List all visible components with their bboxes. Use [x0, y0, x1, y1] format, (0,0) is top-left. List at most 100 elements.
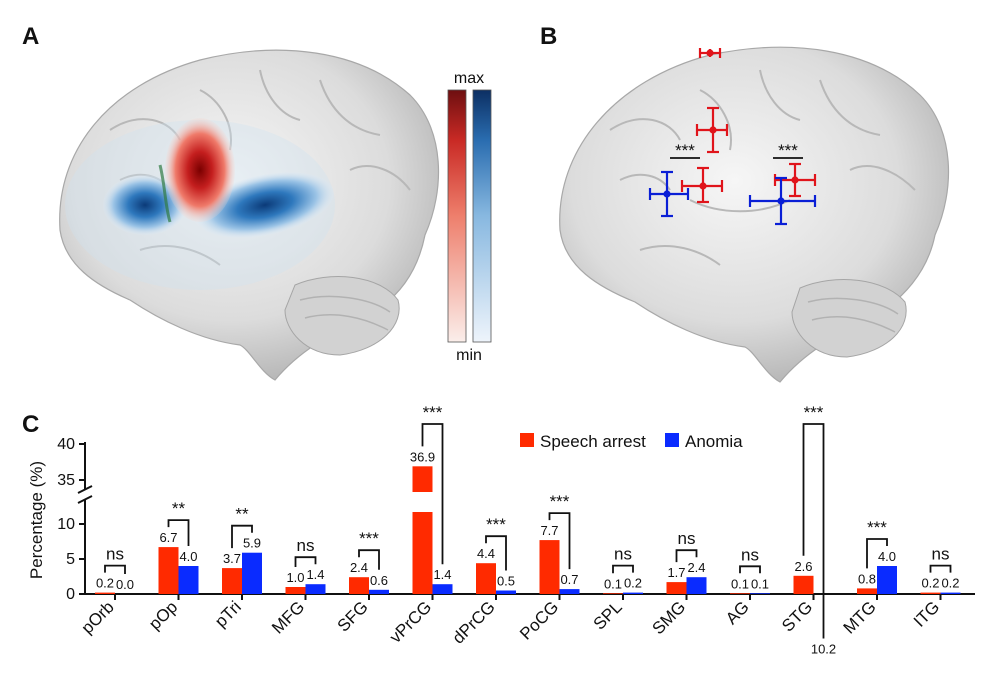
significance-label: *** [550, 492, 570, 511]
marker-red-frontal [680, 166, 724, 204]
bar-anomia [369, 589, 389, 594]
y-axis-label: Percentage (%) [27, 461, 46, 579]
panel-b-markers: *** *** [648, 48, 817, 226]
legend-swatch-speech-arrest [520, 433, 534, 447]
category-label: SMG [649, 597, 690, 638]
category-label: dPrCG [449, 597, 499, 647]
y-tick-label: 5 [66, 551, 75, 568]
colorbar-red [447, 89, 467, 343]
bar-speech-arrest [920, 592, 941, 594]
significance-bracket [421, 423, 444, 565]
significance-label: ns [614, 545, 632, 564]
significance-bracket [739, 565, 761, 574]
y-tick-label: 40 [57, 436, 75, 453]
category-label: pTri [211, 597, 245, 631]
value-label-anomia: 0.5 [497, 574, 515, 589]
significance-label: ** [172, 499, 186, 518]
value-label-anomia: 1.4 [433, 567, 451, 582]
marker-red-vprcg [695, 106, 729, 154]
category-label: SPL [590, 597, 626, 633]
colorbar-min-label: min [456, 347, 482, 364]
y-tick-label: 35 [57, 472, 75, 489]
bar-anomia [623, 592, 643, 594]
significance-label: ns [741, 545, 759, 564]
value-label-speech-arrest: 4.4 [477, 546, 495, 561]
bar-speech-arrest [857, 588, 877, 594]
value-label-anomia: 0.6 [370, 573, 388, 588]
value-label-speech-arrest: 7.7 [540, 523, 558, 538]
value-label-speech-arrest: 0.8 [858, 571, 876, 586]
colorbar-max-label: max [454, 70, 484, 87]
significance-label: ** [235, 505, 249, 524]
significance-label: *** [486, 515, 506, 534]
bar-anomia [686, 577, 707, 594]
panel-label-b: B [540, 23, 557, 50]
panel-label-c: C [22, 411, 39, 438]
value-label-speech-arrest: 0.1 [731, 576, 749, 591]
bar-speech-arrest [539, 540, 560, 594]
value-label-speech-arrest: 36.9 [410, 449, 435, 464]
significance-bracket [866, 538, 888, 569]
axis-break-mark [77, 495, 93, 504]
significance-bracket [675, 549, 698, 563]
category-label: PoCG [516, 597, 562, 643]
significance-bracket [485, 535, 507, 571]
axis-break-mark [77, 485, 93, 494]
significance-label: *** [804, 403, 824, 422]
value-label-anomia: 10.2 [811, 642, 836, 657]
significance-label: ns [297, 536, 315, 555]
significance-bracket [802, 423, 825, 639]
significance-bracket [231, 524, 253, 549]
category-label: AG [722, 597, 753, 628]
bar-speech-arrest [666, 582, 687, 594]
value-label-speech-arrest: 3.7 [223, 551, 241, 566]
value-label-speech-arrest: 6.7 [159, 530, 177, 545]
bar-anomia [940, 592, 961, 594]
legend-label-anomia: Anomia [685, 432, 743, 451]
y-tick-label: 10 [57, 516, 75, 533]
value-label-anomia: 5.9 [243, 536, 261, 551]
bar-speech-arrest [285, 587, 306, 594]
significance-bracket [612, 564, 634, 574]
value-label-anomia: 2.4 [687, 560, 705, 575]
bar-anomia [178, 566, 199, 594]
category-label: STG [778, 597, 816, 635]
bar-anomia [559, 589, 580, 594]
legend: Speech arrest Anomia [520, 432, 743, 451]
value-label-anomia: 4.0 [878, 549, 896, 564]
y-tick-label: 0 [66, 586, 75, 603]
significance-label: *** [359, 529, 379, 548]
bar-break-gap [411, 492, 434, 512]
bar-speech-arrest [95, 592, 115, 594]
value-label-anomia: 0.1 [751, 576, 769, 591]
bar-speech-arrest [793, 575, 814, 594]
significance-label: *** [867, 518, 887, 537]
marker-blue-temporal [748, 176, 817, 226]
bar-anomia [877, 566, 897, 594]
value-label-speech-arrest: 2.4 [350, 560, 368, 575]
colorbar: max min [447, 70, 492, 364]
significance-label: ns [932, 545, 950, 564]
value-label-anomia: 4.0 [179, 549, 197, 564]
brain-b [559, 46, 950, 383]
bar-anomia [242, 552, 262, 594]
significance-bracket [929, 564, 952, 573]
value-label-anomia: 0.2 [941, 576, 959, 591]
legend-swatch-anomia [665, 433, 679, 447]
significance-bracket [548, 512, 571, 570]
significance-label: ns [678, 529, 696, 548]
value-label-anomia: 0.7 [560, 572, 578, 587]
significance-bracket [358, 549, 380, 570]
category-label: pOrb [78, 597, 118, 637]
bar-speech-arrest [603, 593, 623, 594]
significance-bracket [104, 564, 126, 574]
category-label: SFG [334, 597, 372, 635]
bar-speech-arrest [730, 593, 750, 594]
value-label-speech-arrest: 1.7 [667, 565, 685, 580]
significance-bracket [294, 556, 317, 567]
value-label-anomia: 0.2 [624, 576, 642, 591]
category-label: vPrCG [386, 597, 435, 646]
marker-blue-frontal [648, 170, 690, 218]
colorbar-blue [472, 89, 492, 343]
